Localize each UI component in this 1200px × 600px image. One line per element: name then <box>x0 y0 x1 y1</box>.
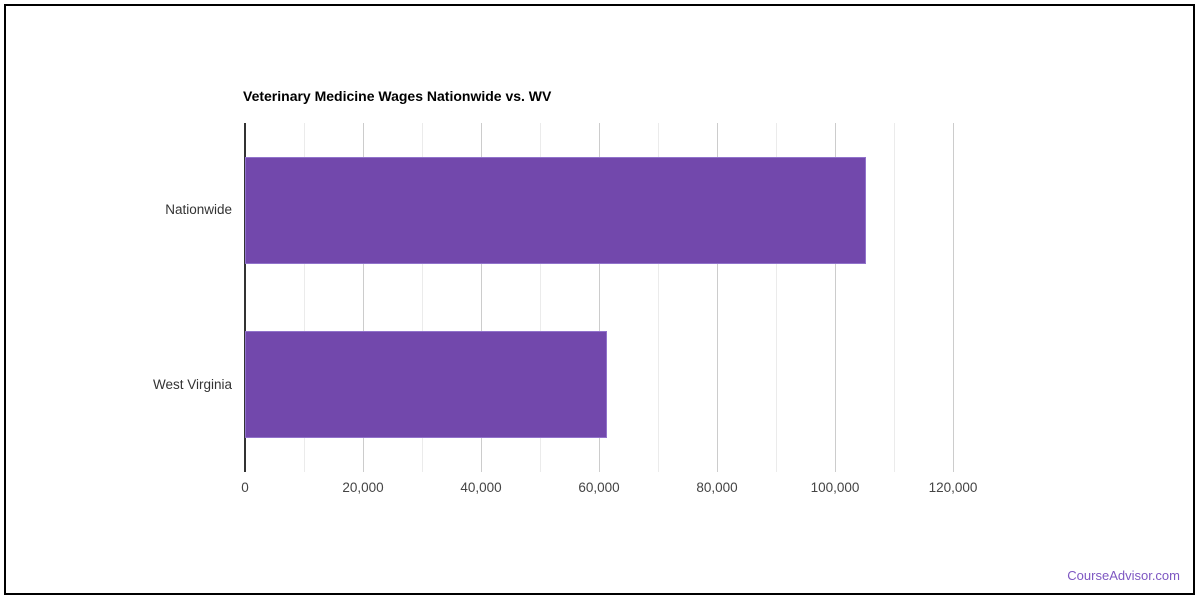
x-tick-label: 120,000 <box>928 480 978 495</box>
plot-area <box>244 123 954 472</box>
y-axis-line <box>244 123 246 472</box>
x-tick-label: 80,000 <box>696 480 738 495</box>
gridline <box>422 123 423 472</box>
gridline <box>717 123 718 472</box>
x-tick-label: 0 <box>241 480 249 495</box>
x-tick-label: 60,000 <box>578 480 620 495</box>
gridline <box>599 123 600 472</box>
gridline <box>540 123 541 472</box>
gridline <box>658 123 659 472</box>
x-tick-label: 40,000 <box>460 480 502 495</box>
category-label: West Virginia <box>152 377 232 392</box>
x-tick-label: 100,000 <box>810 480 860 495</box>
gridline <box>894 123 895 472</box>
bar-nationwide[interactable] <box>245 157 866 264</box>
courseadvisor-link[interactable]: CourseAdvisor.com <box>1067 568 1180 583</box>
category-label: Nationwide <box>165 202 232 217</box>
gridline <box>363 123 364 472</box>
gridline <box>835 123 836 472</box>
bar-west-virginia[interactable] <box>245 331 607 438</box>
gridline <box>953 123 954 472</box>
x-tick-label: 20,000 <box>342 480 384 495</box>
gridline <box>776 123 777 472</box>
chart-title: Veterinary Medicine Wages Nationwide vs.… <box>243 88 552 104</box>
gridline <box>304 123 305 472</box>
gridline <box>481 123 482 472</box>
